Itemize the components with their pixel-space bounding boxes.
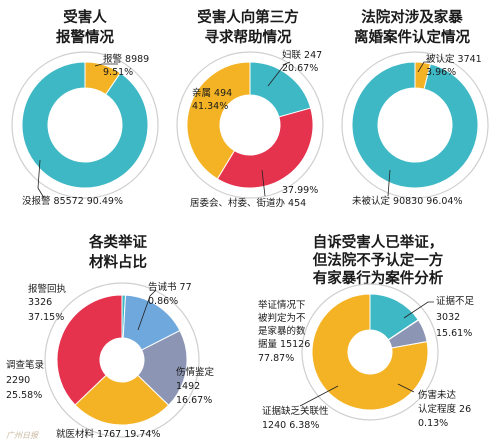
chart3-pct-recognized: 3.96% xyxy=(426,67,456,78)
chart-not-recognized-analysis: 自诉受害人已举证， 但法院不予认定一方 有家暴行为案件分析 举证情况下 被判定为… xyxy=(258,233,475,431)
chart3-label-recognized: 被认定 3741 xyxy=(426,53,482,65)
chart2-title-line2: 寻求帮助情况 xyxy=(205,28,292,46)
chart5-title-line3: 有家暴行为案件分析 xyxy=(313,269,444,287)
chart3-leader-recognized xyxy=(417,61,430,73)
chart1-label-noreport: 没报警 85572 90.49% xyxy=(22,195,123,207)
chart4-slice-4 xyxy=(56,294,123,406)
chart4-value-receipt: 3326 xyxy=(28,297,52,308)
watermark: 广州日报 xyxy=(6,431,39,440)
chart4-label-receipt: 报警回执 xyxy=(28,283,67,295)
chart5-pct-notdv: 77.87% xyxy=(258,353,294,364)
chart5-label-insufficient: 证据不足 xyxy=(436,295,475,307)
chart-court-recognition: 法院对涉及家暴 离婚案件认定情况 被认定 3741 3.96% 未被认定 908… xyxy=(341,8,489,207)
chart5-label-notdv-2: 被判定为不 xyxy=(258,312,306,324)
chart2-donut xyxy=(186,61,314,189)
chart4-title-line2: 材料占比 xyxy=(89,253,147,271)
chart5-label-notdv-4: 据量 15126 xyxy=(258,338,310,350)
chart1-donut xyxy=(21,61,149,189)
chart1-title-line1: 受害人 xyxy=(63,8,107,26)
chart-evidence-types: 各类举证 材料占比 报警回执 3326 37.15% 告诫书 77 0.86% … xyxy=(6,233,215,440)
chart3-slice-1 xyxy=(351,61,479,189)
chart5-slice-3 xyxy=(311,293,429,411)
chart1-label-report: 报警 8989 xyxy=(103,53,149,65)
chart-third-party-help: 受害人向第三方 寻求帮助情况 妇联 247 20.67% 亲属 494 41.3… xyxy=(176,8,324,209)
chart2-pct-committee: 37.99% xyxy=(282,185,318,196)
chart4-donut xyxy=(56,294,188,426)
chart5-leader-injury-level xyxy=(397,383,415,393)
chart3-title-line1: 法院对涉及家暴 xyxy=(361,8,463,26)
chart1-leader-report xyxy=(94,63,118,67)
chart4-pct-record: 25.58% xyxy=(6,390,42,401)
chart4-label-injury: 伤情鉴定 xyxy=(176,366,215,378)
chart5-label-notdv-1: 举证情况下 xyxy=(258,299,306,311)
chart2-title-line1: 受害人向第三方 xyxy=(197,8,299,26)
chart5-title-line2: 但法院不予认定一方 xyxy=(313,251,444,269)
chart4-pct-receipt: 37.15% xyxy=(28,312,64,323)
chart2-label-federation: 妇联 247 xyxy=(282,49,322,61)
chart4-slice-3 xyxy=(74,374,170,426)
chart4-value-record: 2290 xyxy=(6,375,30,386)
chart4-value-injury: 1492 xyxy=(176,381,200,392)
chart3-label-unrecognized: 未被认定 90830 96.04% xyxy=(352,195,462,207)
chart2-slice-2 xyxy=(186,61,251,180)
chart2-pct-federation: 20.67% xyxy=(282,63,318,74)
chart5-label-notdv-3: 是家暴的数 xyxy=(258,325,306,337)
chart2-label-committee: 居委会、村委、街道办 454 xyxy=(190,197,306,209)
chart1-slice-1 xyxy=(21,61,149,189)
chart5-label-injury-level-2: 认定程度 26 xyxy=(418,403,471,415)
chart2-leader-federation xyxy=(267,61,291,87)
chart5-pct-insufficient: 15.61% xyxy=(436,328,472,339)
chart4-slice-1 xyxy=(122,294,181,351)
chart3-leader-unrecognized xyxy=(387,169,391,197)
chart-police-report: 受害人 报警情况 报警 8989 9.51% 没报警 85572 90.49% xyxy=(11,8,159,207)
chart5-leader-insufficient xyxy=(403,301,434,319)
chart1-pct-report: 9.51% xyxy=(103,67,133,78)
chart5-title-line1: 自诉受害人已举证， xyxy=(313,233,444,251)
chart2-pct-relatives: 41.34% xyxy=(192,101,228,112)
chart2-slice-1 xyxy=(216,107,314,189)
chart4-pct-warning: 0.86% xyxy=(148,296,178,307)
chart5-label-irrelevant: 证据缺乏关联性 xyxy=(262,405,329,417)
chart4-leader-warning xyxy=(137,289,157,331)
chart5-value-insufficient: 3032 xyxy=(436,312,460,323)
chart4-title-line1: 各类举证 xyxy=(88,233,147,251)
chart4-pct-injury: 16.67% xyxy=(176,395,212,406)
chart1-leader-noreport xyxy=(37,159,45,199)
chart5-donut xyxy=(311,293,429,411)
chart2-leader-committee xyxy=(261,169,266,197)
chart5-pct-injury-level: 0.13% xyxy=(418,418,448,429)
chart3-donut xyxy=(351,61,479,189)
chart4-label-warning: 告诫书 77 xyxy=(148,281,192,293)
chart1-title-line2: 报警情况 xyxy=(56,28,114,46)
chart5-leader-irrelevant xyxy=(299,385,339,407)
chart2-label-relatives: 亲属 494 xyxy=(192,87,232,99)
chart4-label-medical: 就医材料 1767 19.74% xyxy=(56,428,160,440)
chart5-value-irrelevant: 1240 6.38% xyxy=(262,420,319,431)
chart4-label-record: 调查笔录 xyxy=(6,359,45,371)
chart5-label-injury-level-1: 伤害未达 xyxy=(418,389,457,401)
chart3-title-line2: 离婚案件认定情况 xyxy=(354,28,470,46)
